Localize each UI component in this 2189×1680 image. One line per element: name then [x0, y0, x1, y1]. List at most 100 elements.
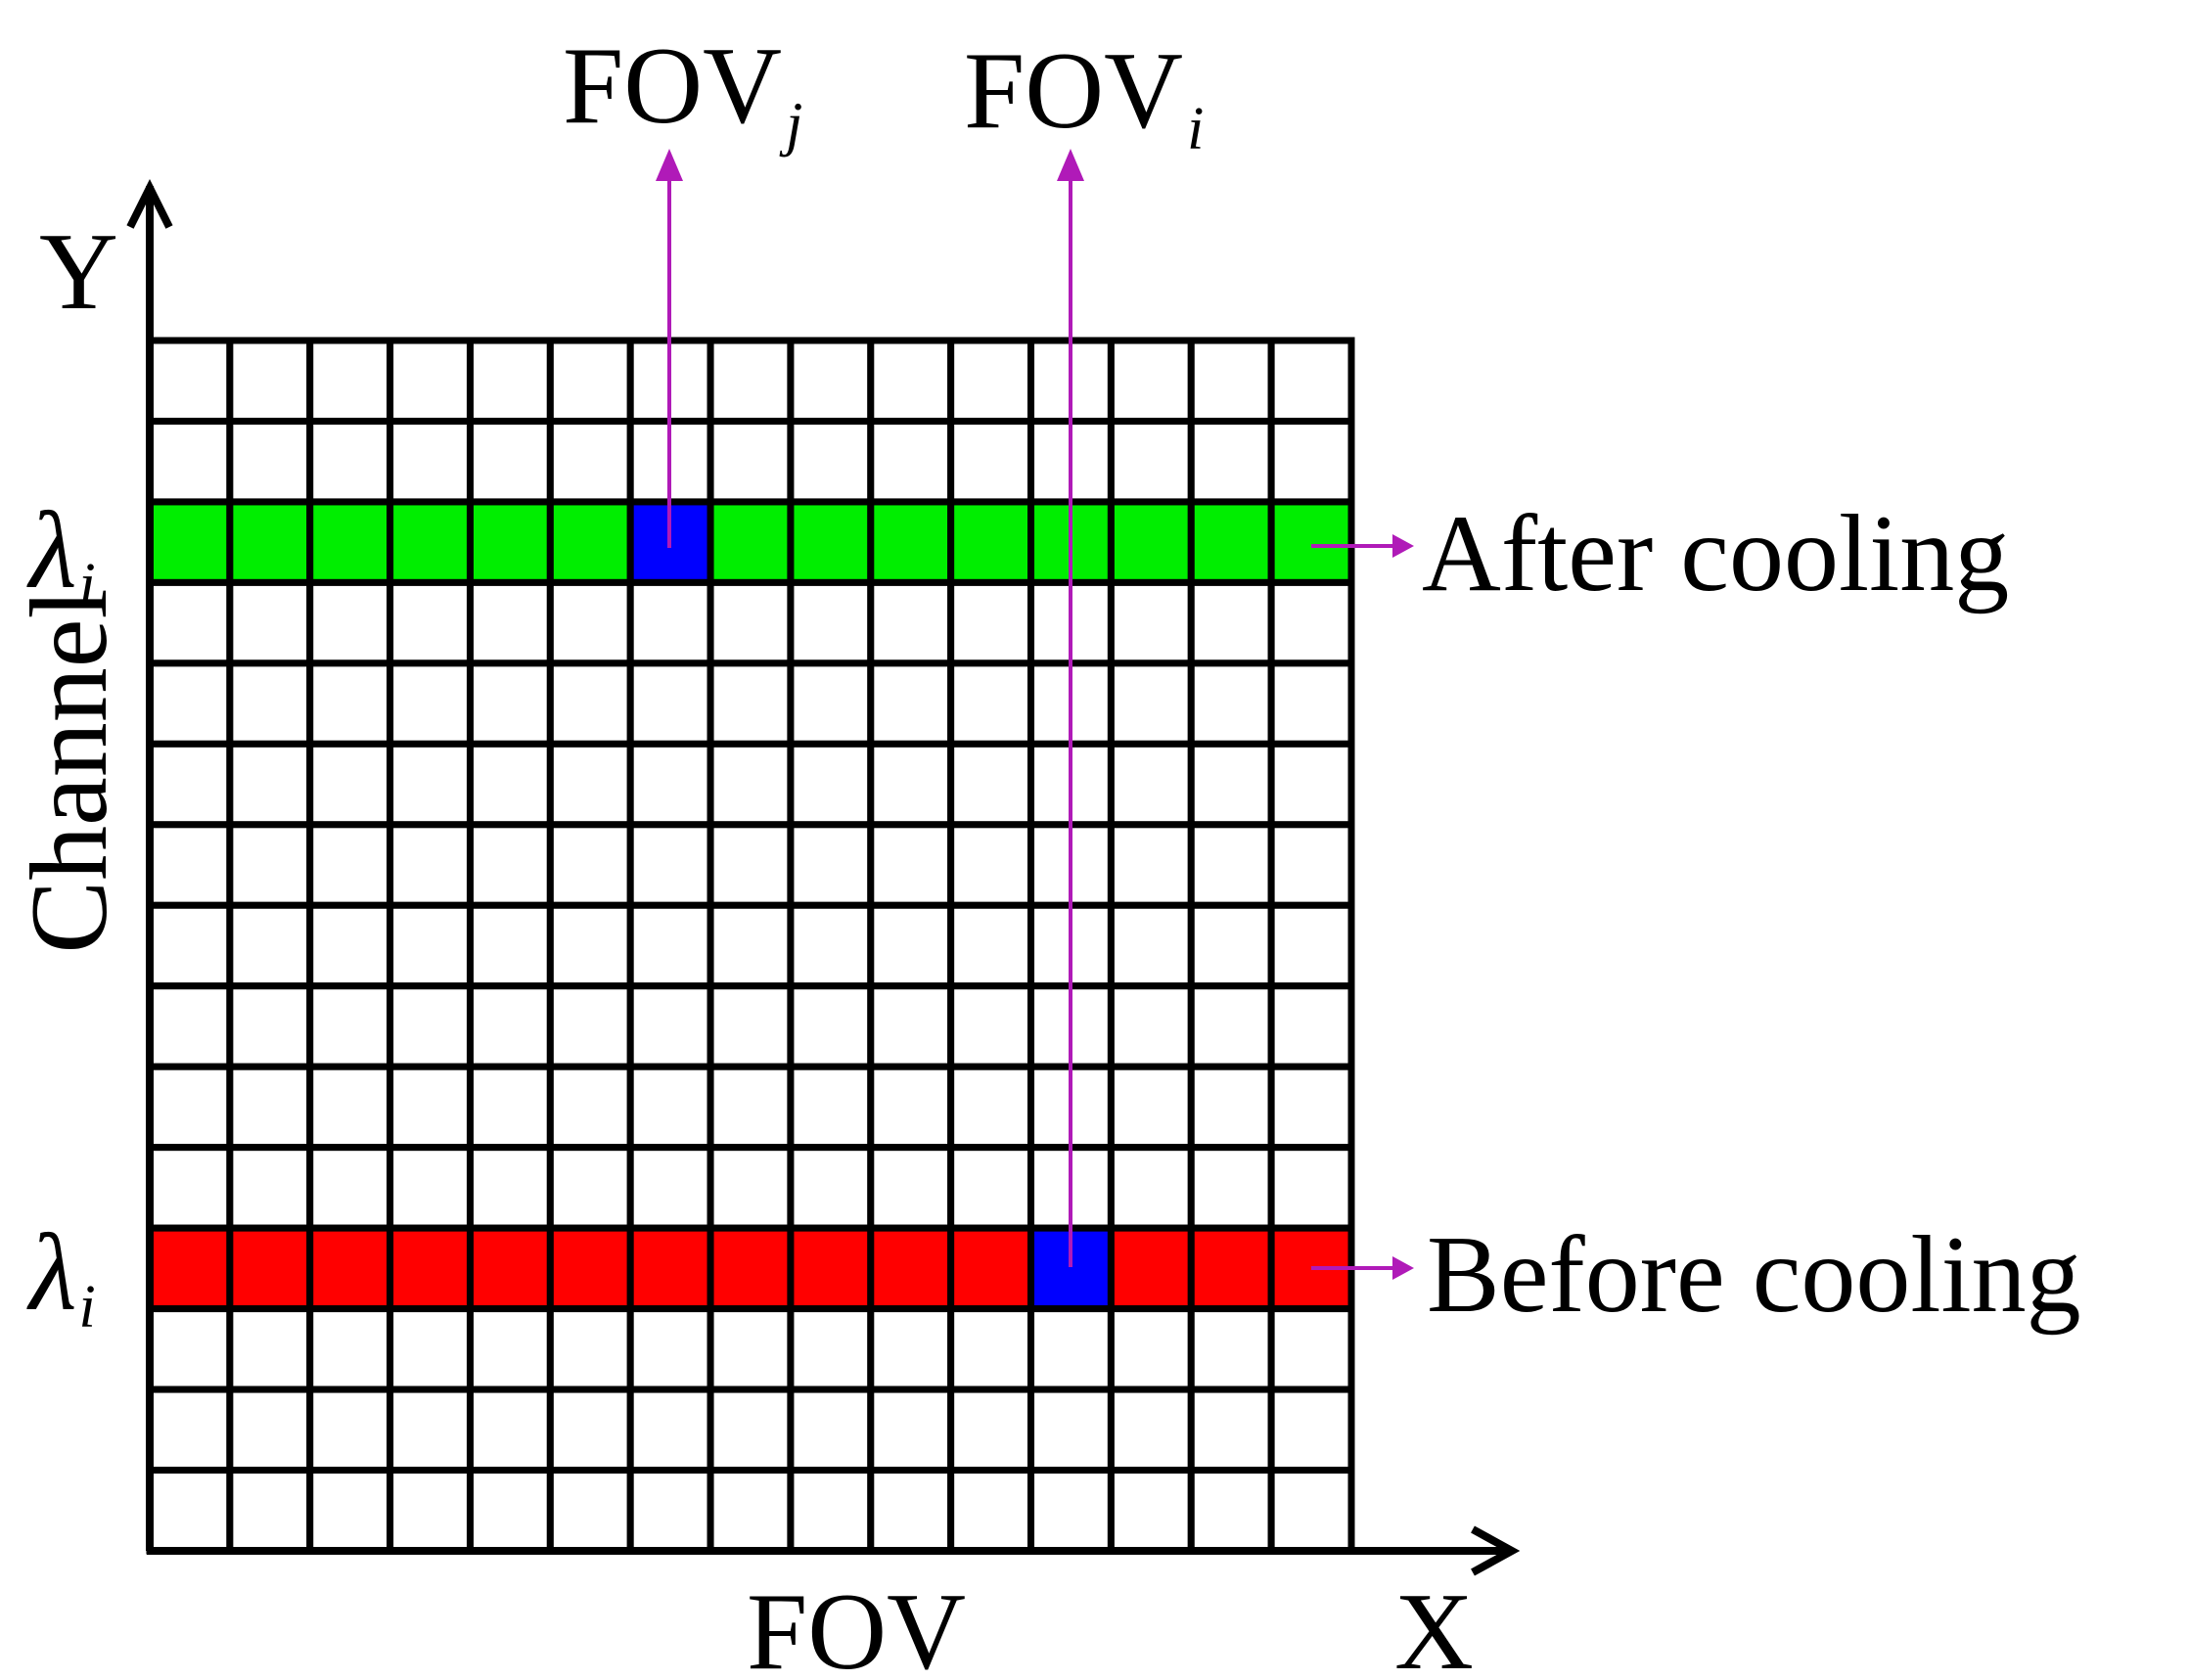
grid-cell — [867, 337, 955, 425]
grid-cell — [867, 1305, 955, 1393]
grid-cell — [707, 982, 795, 1070]
grid-cell — [1267, 1144, 1355, 1232]
before-cooling-cell — [306, 1224, 394, 1313]
grid-cell — [947, 1144, 1035, 1232]
after-cooling-cell — [466, 498, 554, 586]
grid-cell — [867, 1144, 955, 1232]
grid-cell — [1187, 659, 1275, 748]
grid-cell — [787, 337, 875, 425]
detector-grid — [146, 337, 1355, 1555]
grid-cell — [226, 821, 314, 909]
grid-cell — [1187, 417, 1275, 506]
grid-cell — [466, 982, 554, 1070]
after-cooling-cell — [707, 498, 795, 586]
grid-cell — [947, 337, 1035, 425]
grid-cell — [226, 1144, 314, 1232]
grid-cell — [1107, 1385, 1195, 1475]
after-cooling-cell — [947, 498, 1035, 586]
grid-cell — [546, 1063, 634, 1152]
grid-cell — [306, 982, 394, 1070]
before-cooling-label: Before cooling — [1427, 1214, 2081, 1336]
x-axis-label: X — [1394, 1571, 1474, 1680]
grid-cell — [626, 1063, 714, 1152]
grid-cell — [626, 821, 714, 909]
grid-cell — [226, 1467, 314, 1555]
before-cooling-cell — [787, 1224, 875, 1313]
grid-cell — [947, 1063, 1035, 1152]
grid-cell — [787, 417, 875, 506]
grid-cell — [466, 740, 554, 829]
grid-cell — [306, 578, 394, 667]
grid-cell — [626, 659, 714, 748]
grid-cell — [306, 1144, 394, 1232]
grid-cell — [707, 578, 795, 667]
grid-cell — [466, 821, 554, 909]
grid-cell — [867, 740, 955, 829]
grid-cell — [466, 659, 554, 748]
grid-cell — [707, 1063, 795, 1152]
grid-cell — [1107, 337, 1195, 425]
x-axis — [147, 1525, 1521, 1576]
grid-cell — [1267, 821, 1355, 909]
after-cooling-cell — [1107, 498, 1195, 586]
grid-cell — [867, 417, 955, 506]
grid-cell — [787, 1144, 875, 1232]
grid-cell — [306, 417, 394, 506]
grid-cell — [146, 1467, 234, 1555]
grid-cell — [1107, 417, 1195, 506]
grid-cell — [546, 1144, 634, 1232]
grid-cell — [1107, 659, 1195, 748]
grid-cell — [947, 1467, 1035, 1555]
grid-cell — [1267, 740, 1355, 829]
grid-cell — [787, 982, 875, 1070]
grid-cell — [626, 578, 714, 667]
before-cooling-cell — [1107, 1224, 1195, 1313]
fov-i-label: FOVi — [964, 30, 1204, 162]
grid-cell — [387, 578, 474, 667]
grid-cell — [707, 1305, 795, 1393]
grid-cell — [1267, 417, 1355, 506]
grid-cell — [466, 417, 554, 506]
grid-cell — [226, 982, 314, 1070]
grid-cell — [1187, 1385, 1275, 1475]
grid-cell — [387, 740, 474, 829]
grid-cell — [947, 578, 1035, 667]
lambda-label-before: λi — [26, 1212, 96, 1340]
before-cooling-cell — [626, 1224, 714, 1313]
grid-cell — [546, 901, 634, 990]
grid-cell — [546, 578, 634, 667]
grid-cell — [306, 337, 394, 425]
grid-cell — [387, 821, 474, 909]
grid-cell — [387, 417, 474, 506]
grid-cell — [226, 578, 314, 667]
grid-cell — [1107, 1063, 1195, 1152]
before-cooling-cell — [707, 1224, 795, 1313]
grid-cell — [867, 901, 955, 990]
lambda-symbol: λ — [26, 1212, 77, 1334]
grid-cell — [1267, 1063, 1355, 1152]
grid-cell — [1267, 1385, 1355, 1475]
grid-cell — [146, 982, 234, 1070]
grid-cell — [466, 1385, 554, 1475]
before-cooling-cell — [947, 1224, 1035, 1313]
grid-cell — [867, 1063, 955, 1152]
grid-cell — [787, 659, 875, 748]
grid-cell — [787, 1385, 875, 1475]
fov-axis-title: FOV — [747, 1571, 966, 1680]
grid-cell — [146, 901, 234, 990]
grid-cell — [947, 740, 1035, 829]
before-cooling-cell — [867, 1224, 955, 1313]
grid-cell — [146, 1305, 234, 1393]
grid-cell — [546, 417, 634, 506]
grid-cell — [546, 659, 634, 748]
grid-cell — [146, 337, 234, 425]
grid-cell — [1107, 982, 1195, 1070]
svg-text:FOVj: FOVj — [563, 25, 802, 158]
y-axis — [126, 179, 173, 1551]
grid-cell — [947, 417, 1035, 506]
grid-cell — [626, 1467, 714, 1555]
grid-cell — [867, 982, 955, 1070]
grid-cell — [626, 1385, 714, 1475]
grid-cell — [1107, 1144, 1195, 1232]
